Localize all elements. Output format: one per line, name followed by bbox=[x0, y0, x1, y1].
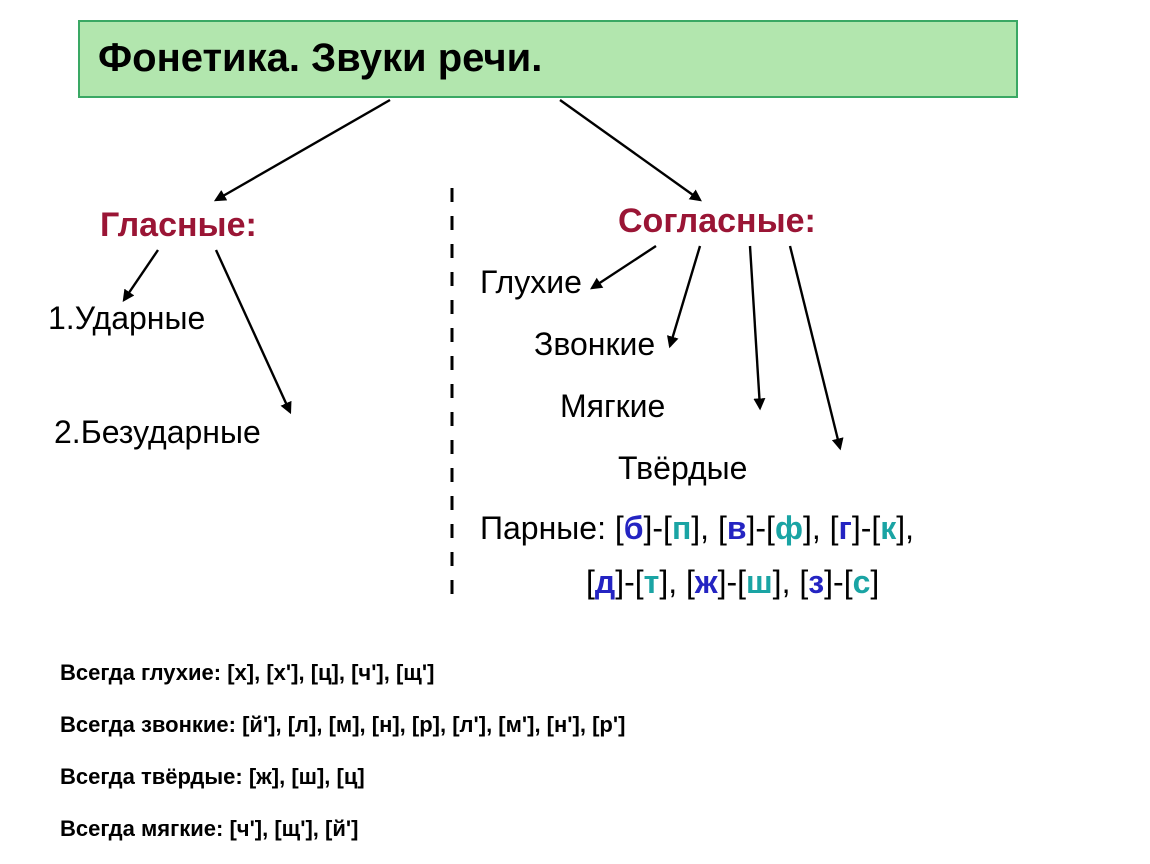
title-text: Фонетика. Звуки речи. bbox=[98, 36, 542, 80]
arrow-6 bbox=[750, 246, 760, 408]
consonant-item-2: Мягкие bbox=[560, 388, 665, 425]
paired-label: Парные: bbox=[480, 510, 615, 546]
arrow-2 bbox=[124, 250, 158, 300]
diagram-stage: Фонетика. Звуки речи. Гласные: Согласные… bbox=[0, 0, 1150, 864]
consonants-heading: Согласные: bbox=[618, 202, 816, 241]
vowel-item-1: 2.Безударные bbox=[54, 414, 261, 451]
vowels-heading: Гласные: bbox=[100, 206, 257, 245]
arrow-0 bbox=[216, 100, 390, 200]
always-line-0: Всегда глухие: [х], [х'], [ц], [ч'], [щ'… bbox=[60, 660, 434, 686]
always-line-3: Всегда мягкие: [ч'], [щ'], [й'] bbox=[60, 816, 358, 842]
arrow-5 bbox=[670, 246, 700, 346]
vowels-heading-text: Гласные: bbox=[100, 206, 257, 244]
always-line-1: Всегда звонкие: [й'], [л], [м], [н], [р]… bbox=[60, 712, 625, 738]
consonant-item-3: Твёрдые bbox=[618, 450, 747, 487]
arrow-1 bbox=[560, 100, 700, 200]
paired-line-1: Парные: [б]-[п], [в]-[ф], [г]-[к], bbox=[480, 510, 914, 547]
consonants-heading-text: Согласные: bbox=[618, 202, 816, 240]
arrow-7 bbox=[790, 246, 840, 448]
arrow-4 bbox=[592, 246, 656, 288]
consonant-item-0: Глухие bbox=[480, 264, 582, 301]
arrow-3 bbox=[216, 250, 290, 412]
vowel-item-0: 1.Ударные bbox=[48, 300, 205, 337]
paired-line-2: [д]-[т], [ж]-[ш], [з]-[с] bbox=[586, 564, 879, 601]
title-box: Фонетика. Звуки речи. bbox=[78, 20, 1018, 98]
consonant-item-1: Звонкие bbox=[534, 326, 655, 363]
always-line-2: Всегда твёрдые: [ж], [ш], [ц] bbox=[60, 764, 365, 790]
